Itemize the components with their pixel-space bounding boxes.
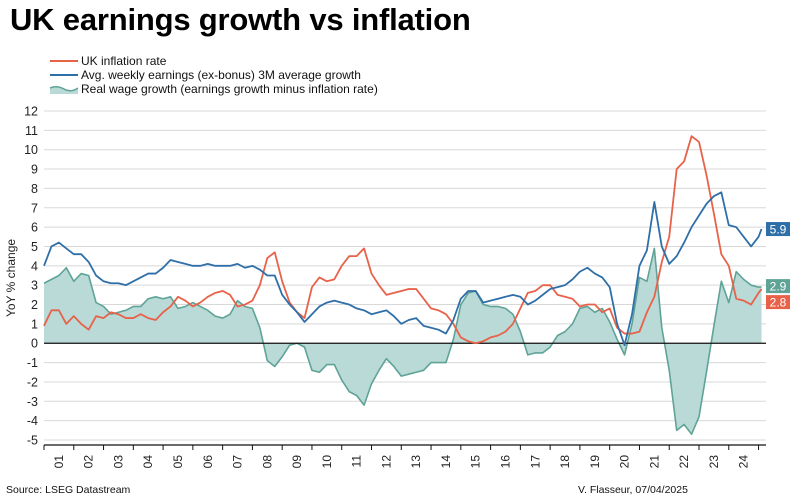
- x-tick-label: 15: [469, 455, 483, 469]
- end-badge-label-earnings: 5.9: [770, 223, 787, 237]
- x-tick-label: 19: [588, 455, 602, 469]
- y-tick-label: 12: [24, 105, 38, 119]
- x-axis: 01 02 03 04 05 06 07 08 09 10 11 12 13 14 15 16 17 18 19 20…: [43, 444, 766, 469]
- x-tick-label: 24: [737, 455, 751, 469]
- legend-label-inflation: UK inflation rate: [81, 54, 167, 68]
- source-note: Source: LSEG Datastream: [6, 484, 131, 496]
- end-badge-label-inflation: 2.8: [770, 296, 787, 310]
- y-tick-label: 7: [31, 201, 38, 215]
- legend-swatch-real-wage: [50, 84, 78, 94]
- y-tick-label: 5: [31, 240, 38, 254]
- y-tick-label: 2: [31, 298, 38, 312]
- x-tick-label: 12: [379, 455, 393, 469]
- legend-label-real-wage: Real wage growth (earnings growth minus …: [81, 82, 378, 96]
- x-tick-label: 06: [201, 455, 215, 469]
- end-badge-real_wage: [766, 279, 790, 294]
- x-tick-label: 02: [82, 455, 96, 469]
- x-tick-label: 08: [260, 455, 274, 469]
- y-tick-label: -1: [27, 356, 38, 370]
- x-tick-label: 09: [290, 455, 304, 469]
- y-tick-label: 3: [31, 279, 38, 293]
- x-tick-label: 11: [350, 455, 364, 468]
- y-tick-label: 11: [25, 124, 38, 138]
- legend-swatch-earnings: [50, 70, 78, 80]
- y-tick-label: 9: [31, 163, 38, 177]
- y-axis-label: YoY % change: [4, 239, 18, 317]
- real-wage-fill: [44, 248, 762, 435]
- x-tick-label: 03: [111, 455, 125, 469]
- end-badge-inflation: [766, 295, 790, 310]
- chart-title: UK earnings growth vs inflation: [10, 2, 471, 37]
- end-value-badges: 5.9 2.9 2.8: [766, 222, 790, 310]
- x-tick-label: 07: [231, 455, 245, 469]
- real-wage-area: [44, 248, 762, 435]
- x-tick-label: 23: [707, 455, 721, 469]
- x-tick-label: 13: [409, 455, 423, 469]
- x-tick-label: 20: [618, 455, 632, 469]
- x-tick-label: 04: [141, 455, 155, 469]
- y-tick-label: -3: [27, 395, 38, 409]
- legend-item-earnings: Avg. weekly earnings (ex-bonus) 3M avera…: [50, 68, 378, 82]
- legend-item-real-wage: Real wage growth (earnings growth minus …: [50, 82, 378, 96]
- x-tick-label: 14: [439, 455, 453, 469]
- earnings-line: [43, 191, 763, 347]
- real-wage-line: [43, 247, 762, 435]
- x-tick-label: 05: [171, 455, 185, 469]
- legend: UK inflation rate Avg. weekly earnings (…: [50, 54, 378, 96]
- end-badge-label-real_wage: 2.9: [770, 280, 787, 294]
- y-tick-label: 6: [31, 221, 38, 235]
- legend-item-inflation: UK inflation rate: [50, 54, 378, 68]
- y-tick-label: 4: [31, 259, 38, 273]
- x-tick-label: 17: [528, 455, 542, 469]
- y-tick-label: 8: [31, 182, 38, 196]
- x-tick-label: 18: [558, 455, 572, 469]
- y-tick-label: -4: [27, 414, 38, 428]
- inflation-line: [43, 135, 763, 345]
- legend-swatch-inflation: [50, 56, 78, 66]
- y-tick-label: 0: [31, 337, 38, 351]
- y-tick-label: -5: [27, 434, 38, 448]
- x-tick-label: 22: [677, 455, 691, 469]
- x-tick-label: 21: [647, 455, 661, 469]
- end-badge-earnings: [766, 222, 790, 237]
- y-tick-label: 1: [31, 317, 38, 331]
- y-tick-label: 10: [24, 143, 38, 157]
- x-tick-label: 16: [498, 455, 512, 469]
- author-credit: V. Flasseur, 07/04/2025: [578, 484, 688, 496]
- x-tick-label: 10: [320, 455, 334, 469]
- gridlines: [44, 110, 766, 441]
- series-lines: [43, 135, 766, 435]
- y-tick-label: -2: [27, 375, 38, 389]
- x-tick-label: 01: [52, 455, 66, 469]
- legend-label-earnings: Avg. weekly earnings (ex-bonus) 3M avera…: [81, 68, 361, 82]
